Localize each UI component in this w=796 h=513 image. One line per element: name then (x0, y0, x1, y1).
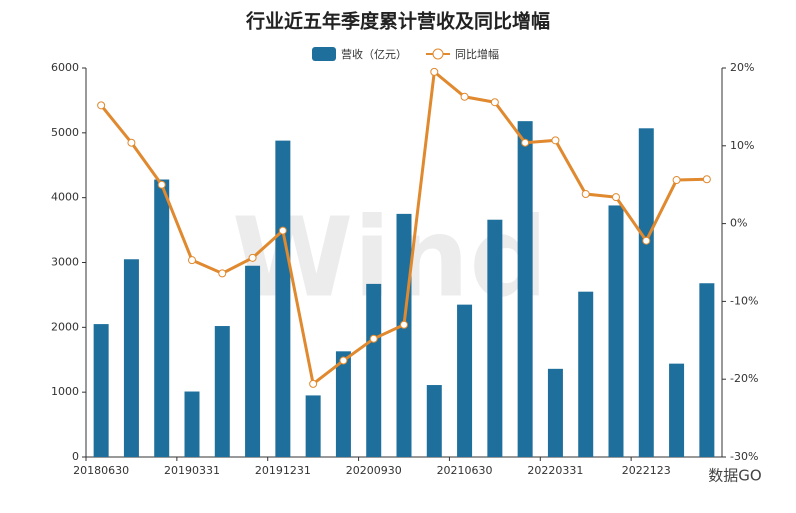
legend-swatch (312, 47, 336, 61)
x-tick-label: 20190331 (164, 464, 220, 477)
bar (366, 283, 382, 457)
bar (608, 205, 624, 457)
x-tick-label: 2022123 (622, 464, 671, 477)
chart-title: 行业近五年季度累计营收及同比增幅 (245, 10, 550, 33)
bar (245, 265, 261, 457)
line-point (612, 193, 620, 202)
y2-tick-label: -20% (730, 372, 758, 385)
y-tick-label: 0 (72, 450, 79, 463)
line-point (157, 180, 166, 189)
y-tick-label: 3000 (51, 256, 79, 269)
line-point (218, 269, 227, 278)
line-point (460, 92, 469, 101)
y2-tick-label: 0% (730, 217, 747, 230)
bar (396, 213, 412, 457)
footer: 数据GO (708, 467, 761, 485)
line-point (309, 379, 318, 388)
bar (275, 140, 291, 457)
line-point (188, 256, 196, 265)
line-point (521, 138, 530, 147)
legend-swatch (432, 48, 444, 60)
line-point (278, 226, 287, 235)
line-point (369, 334, 378, 343)
y2-tick-label: -30% (730, 450, 758, 463)
bar (93, 324, 109, 457)
line-point (339, 356, 348, 365)
bar (517, 121, 533, 457)
bar (305, 395, 321, 457)
bar (638, 128, 654, 458)
bar (426, 385, 442, 457)
line-point (672, 176, 681, 185)
line-point (581, 190, 590, 199)
y-tick-label: 4000 (51, 191, 79, 204)
x-tick-label: 20210630 (437, 464, 493, 477)
y-tick-label: 1000 (51, 385, 79, 398)
bar (699, 283, 715, 457)
x-tick-label: 20180630 (73, 464, 129, 477)
bar (335, 351, 351, 457)
line-point (248, 253, 257, 262)
bar (154, 179, 170, 457)
y2-tick-label: -10% (730, 294, 758, 307)
line-point (430, 67, 439, 76)
legend-label: 营收（亿元） (341, 47, 407, 61)
x-tick-label: 20200930 (346, 464, 402, 477)
y-tick-label: 6000 (51, 61, 79, 74)
line-point (642, 236, 651, 245)
y2-tick-label: 10% (730, 139, 754, 152)
legend-label: 同比增幅 (455, 47, 499, 61)
x-tick-label: 20191231 (255, 464, 311, 477)
bar (487, 219, 503, 457)
line-point (702, 175, 711, 184)
bar (184, 391, 200, 457)
bar (578, 291, 594, 457)
x-tick-label: 20220331 (527, 464, 583, 477)
line-point (490, 98, 499, 107)
bar (123, 259, 139, 457)
bar (214, 326, 230, 457)
y-tick-label: 2000 (51, 320, 79, 333)
line-point (97, 101, 106, 110)
line-point (127, 138, 136, 147)
bar (669, 363, 685, 457)
bar (457, 304, 473, 457)
y-tick-label: 5000 (51, 126, 79, 139)
bar (547, 368, 563, 457)
line-point (400, 320, 408, 329)
line-point (551, 136, 560, 145)
y2-tick-label: 20% (730, 61, 754, 74)
